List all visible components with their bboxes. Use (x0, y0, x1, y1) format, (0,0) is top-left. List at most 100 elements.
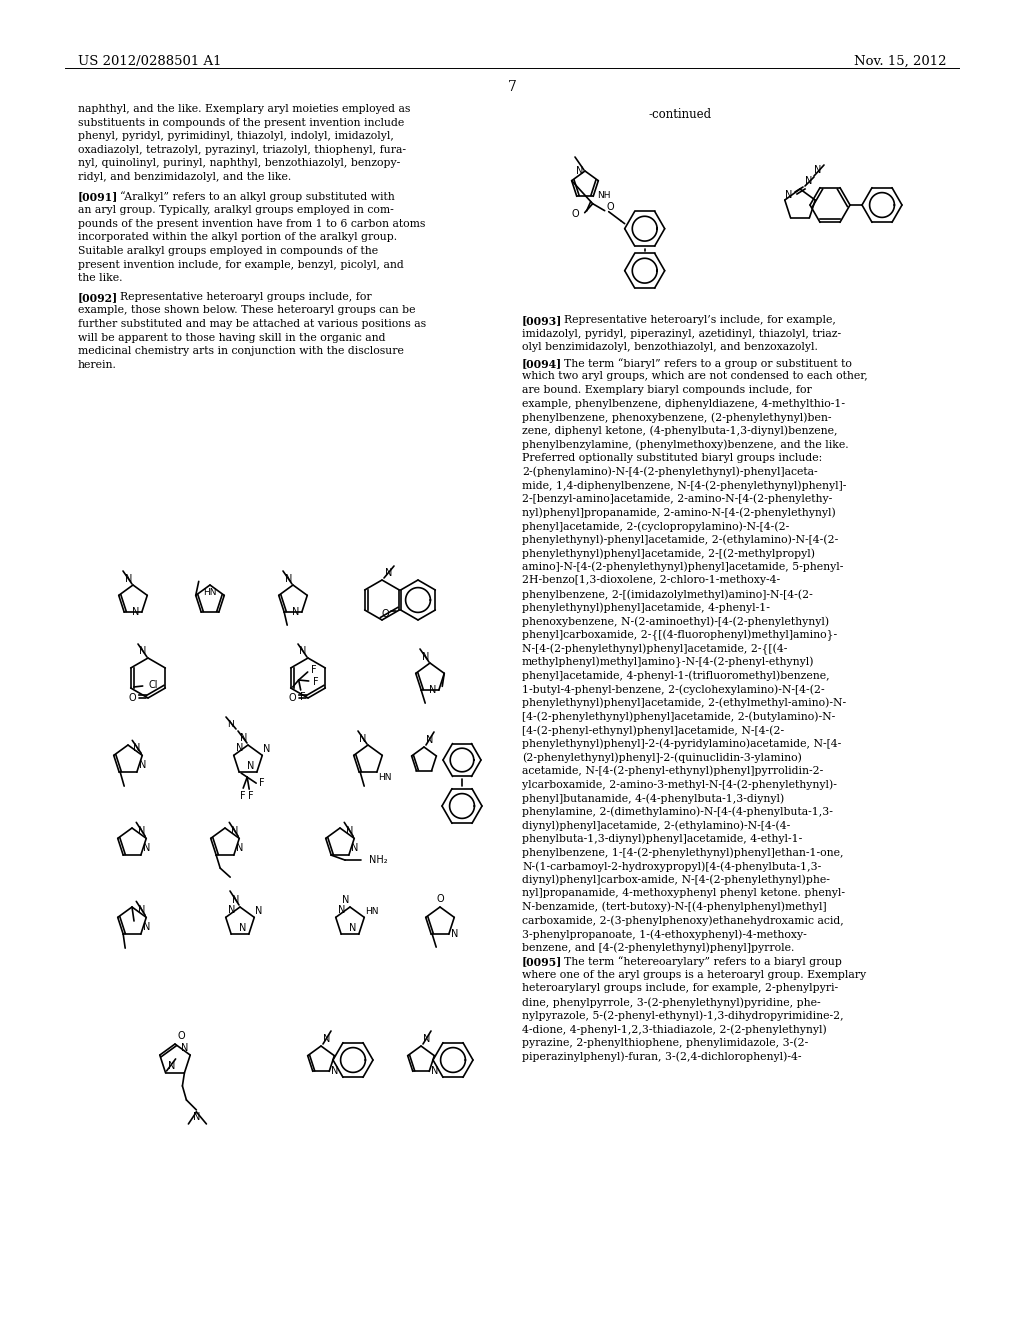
Text: F: F (300, 692, 305, 702)
Text: N: N (358, 734, 366, 744)
Text: N: N (236, 743, 243, 754)
Text: naphthyl, and the like. Exemplary aryl moieties employed as: naphthyl, and the like. Exemplary aryl m… (78, 104, 411, 114)
Text: the like.: the like. (78, 273, 123, 284)
Text: Preferred optionally substituted biaryl groups include:: Preferred optionally substituted biaryl … (522, 453, 822, 463)
Text: O: O (436, 894, 443, 904)
Text: -continued: -continued (648, 108, 712, 121)
Text: incorporated within the alkyl portion of the aralkyl group.: incorporated within the alkyl portion of… (78, 232, 397, 243)
Text: phenyl]butanamide, 4-(4-phenylbuta-1,3-diynyl): phenyl]butanamide, 4-(4-phenylbuta-1,3-d… (522, 793, 784, 804)
Text: N: N (349, 923, 356, 933)
Text: medicinal chemistry arts in conjunction with the disclosure: medicinal chemistry arts in conjunction … (78, 346, 403, 356)
Text: N: N (139, 760, 146, 770)
Text: N: N (263, 744, 270, 754)
Text: N: N (227, 906, 236, 915)
Text: O: O (128, 693, 136, 704)
Text: phenylbenzene, 2-[(imidazolylmethyl)amino]-N-[4-(2-: phenylbenzene, 2-[(imidazolylmethyl)amin… (522, 589, 813, 599)
Text: Cl: Cl (148, 680, 158, 690)
Text: are bound. Exemplary biaryl compounds include, for: are bound. Exemplary biaryl compounds in… (522, 385, 812, 395)
Text: N: N (125, 574, 132, 583)
Text: The term “hetereoarylary” refers to a biaryl group: The term “hetereoarylary” refers to a bi… (564, 956, 842, 968)
Text: The term “biaryl” refers to a group or substituent to: The term “biaryl” refers to a group or s… (564, 358, 852, 368)
Text: pyrazine, 2-phenylthiophene, phenylimidazole, 3-(2-: pyrazine, 2-phenylthiophene, phenylimida… (522, 1038, 808, 1048)
Text: benzene, and [4-(2-phenylethynyl)phenyl]pyrrole.: benzene, and [4-(2-phenylethynyl)phenyl]… (522, 942, 795, 953)
Text: N: N (385, 568, 392, 578)
Text: N: N (422, 652, 429, 663)
Text: which two aryl groups, which are not condensed to each other,: which two aryl groups, which are not con… (522, 371, 867, 381)
Text: carboxamide, 2-(3-phenylphenoxy)ethanehydroxamic acid,: carboxamide, 2-(3-phenylphenoxy)ethanehy… (522, 915, 844, 925)
Text: pounds of the present invention have from 1 to 6 carbon atoms: pounds of the present invention have fro… (78, 219, 425, 228)
Text: HN: HN (378, 774, 391, 783)
Text: phenylethynyl)phenyl]-2-(4-pyridylamino)acetamide, N-[4-: phenylethynyl)phenyl]-2-(4-pyridylamino)… (522, 739, 842, 750)
Text: dine, phenylpyrrole, 3-(2-phenylethynyl)pyridine, phe-: dine, phenylpyrrole, 3-(2-phenylethynyl)… (522, 997, 820, 1007)
Text: phenyl]acetamide, 2-(cyclopropylamino)-N-[4-(2-: phenyl]acetamide, 2-(cyclopropylamino)-N… (522, 521, 790, 532)
Text: where one of the aryl groups is a heteroaryl group. Exemplary: where one of the aryl groups is a hetero… (522, 970, 866, 979)
Text: phenylethynyl)-phenyl]acetamide, 2-(ethylamino)-N-[4-(2-: phenylethynyl)-phenyl]acetamide, 2-(ethy… (522, 535, 839, 545)
Text: N: N (331, 1067, 339, 1076)
Text: N: N (351, 843, 358, 853)
Text: will be apparent to those having skill in the organic and: will be apparent to those having skill i… (78, 333, 385, 343)
Text: N: N (142, 843, 151, 853)
Text: “Aralkyl” refers to an alkyl group substituted with: “Aralkyl” refers to an alkyl group subst… (120, 191, 394, 202)
Text: nyl, quinolinyl, purinyl, naphthyl, benzothiazolyl, benzopy-: nyl, quinolinyl, purinyl, naphthyl, benz… (78, 158, 400, 169)
Text: N: N (193, 1111, 200, 1122)
Text: phenylethynyl)phenyl]acetamide, 4-phenyl-1-: phenylethynyl)phenyl]acetamide, 4-phenyl… (522, 603, 770, 614)
Text: phenylethynyl)phenyl]acetamide, 2-[(2-methylpropyl): phenylethynyl)phenyl]acetamide, 2-[(2-me… (522, 548, 815, 558)
Text: N: N (138, 645, 146, 656)
Text: O: O (571, 209, 579, 219)
Text: HN: HN (366, 907, 379, 916)
Text: example, those shown below. These heteroaryl groups can be: example, those shown below. These hetero… (78, 305, 416, 315)
Text: acetamide, N-[4-(2-phenyl-ethynyl)phenyl]pyrrolidin-2-: acetamide, N-[4-(2-phenyl-ethynyl)phenyl… (522, 766, 823, 776)
Text: N-benzamide, (tert-butoxy)-N-[(4-phenylphenyl)methyl]: N-benzamide, (tert-butoxy)-N-[(4-phenylp… (522, 902, 826, 912)
Text: nylpyrazole, 5-(2-phenyl-ethynyl)-1,3-dihydropyrimidine-2,: nylpyrazole, 5-(2-phenyl-ethynyl)-1,3-di… (522, 1011, 844, 1022)
Text: [0094]: [0094] (522, 358, 562, 368)
Text: 2-[benzyl-amino]acetamide, 2-amino-N-[4-(2-phenylethy-: 2-[benzyl-amino]acetamide, 2-amino-N-[4-… (522, 494, 833, 504)
Text: N: N (248, 762, 255, 771)
Text: F: F (259, 777, 265, 788)
Text: phenyl]carboxamide, 2-{[(4-fluorophenyl)methyl]amino}-: phenyl]carboxamide, 2-{[(4-fluorophenyl)… (522, 630, 838, 642)
Text: N: N (784, 190, 792, 201)
Text: N-(1-carbamoyl-2-hydroxypropyl)[4-(4-phenylbuta-1,3-: N-(1-carbamoyl-2-hydroxypropyl)[4-(4-phe… (522, 861, 821, 871)
Text: 2-(phenylamino)-N-[4-(2-phenylethynyl)-phenyl]aceta-: 2-(phenylamino)-N-[4-(2-phenylethynyl)-p… (522, 466, 817, 477)
Text: F: F (312, 677, 318, 686)
Text: phenyl]acetamide, 4-phenyl-1-(trifluoromethyl)benzene,: phenyl]acetamide, 4-phenyl-1-(trifluorom… (522, 671, 829, 681)
Text: 3-phenylpropanoate, 1-(4-ethoxyphenyl)-4-methoxy-: 3-phenylpropanoate, 1-(4-ethoxyphenyl)-4… (522, 929, 807, 940)
Text: nyl]propanamide, 4-methoxyphenyl phenyl ketone. phenyl-: nyl]propanamide, 4-methoxyphenyl phenyl … (522, 888, 845, 898)
Text: N: N (240, 923, 247, 933)
Text: N: N (575, 166, 583, 176)
Text: N: N (285, 574, 292, 583)
Text: zene, diphenyl ketone, (4-phenylbuta-1,3-diynyl)benzene,: zene, diphenyl ketone, (4-phenylbuta-1,3… (522, 426, 838, 437)
Text: N: N (255, 907, 262, 916)
Text: N: N (236, 843, 243, 853)
Text: [0092]: [0092] (78, 292, 118, 302)
Text: N: N (451, 929, 458, 939)
Text: Representative heteroaryl groups include, for: Representative heteroaryl groups include… (120, 292, 372, 302)
Text: Suitable aralkyl groups employed in compounds of the: Suitable aralkyl groups employed in comp… (78, 246, 378, 256)
Text: oxadiazolyl, tetrazolyl, pyrazinyl, triazolyl, thiophenyl, fura-: oxadiazolyl, tetrazolyl, pyrazinyl, tria… (78, 145, 406, 154)
Text: F: F (249, 791, 254, 801)
Text: substituents in compounds of the present invention include: substituents in compounds of the present… (78, 117, 404, 128)
Text: HN: HN (203, 587, 217, 597)
Text: O: O (382, 609, 389, 619)
Text: N: N (133, 743, 140, 754)
Text: phenylethynyl)phenyl]acetamide, 2-(ethylmethyl-amino)-N-: phenylethynyl)phenyl]acetamide, 2-(ethyl… (522, 698, 846, 709)
Text: ridyl, and benzimidazolyl, and the like.: ridyl, and benzimidazolyl, and the like. (78, 172, 291, 182)
Text: diynyl)phenyl]carbox-amide, N-[4-(2-phenylethynyl)phe-: diynyl)phenyl]carbox-amide, N-[4-(2-phen… (522, 875, 829, 886)
Text: imidazolyl, pyridyl, piperazinyl, azetidinyl, thiazolyl, triaz-: imidazolyl, pyridyl, piperazinyl, azetid… (522, 329, 841, 339)
Text: N: N (142, 923, 151, 932)
Text: heteroarylaryl groups include, for example, 2-phenylpyri-: heteroarylaryl groups include, for examp… (522, 983, 838, 994)
Text: phenylbenzene, phenoxybenzene, (2-phenylethynyl)ben-: phenylbenzene, phenoxybenzene, (2-phenyl… (522, 412, 831, 422)
Text: Nov. 15, 2012: Nov. 15, 2012 (853, 55, 946, 69)
Text: phenylbenzene, 1-[4-(2-phenylethynyl)phenyl]ethan-1-one,: phenylbenzene, 1-[4-(2-phenylethynyl)phe… (522, 847, 844, 858)
Text: N: N (431, 1067, 438, 1076)
Text: 1-butyl-4-phenyl-benzene, 2-(cyclohexylamino)-N-[4-(2-: 1-butyl-4-phenyl-benzene, 2-(cyclohexyla… (522, 684, 824, 694)
Text: 2H-benzo[1,3-dioxolene, 2-chloro-1-methoxy-4-: 2H-benzo[1,3-dioxolene, 2-chloro-1-metho… (522, 576, 780, 585)
Text: N: N (429, 685, 437, 696)
Text: ylcarboxamide, 2-amino-3-methyl-N-[4-(2-phenylethynyl)-: ylcarboxamide, 2-amino-3-methyl-N-[4-(2-… (522, 779, 837, 789)
Text: [0091]: [0091] (78, 191, 119, 202)
Text: N: N (805, 176, 812, 186)
Text: N: N (230, 826, 239, 837)
Text: phenylbuta-1,3-diynyl)phenyl]acetamide, 4-ethyl-1-: phenylbuta-1,3-diynyl)phenyl]acetamide, … (522, 834, 802, 845)
Text: N: N (323, 1034, 331, 1044)
Text: 4-dione, 4-phenyl-1,2,3-thiadiazole, 2-(2-phenylethynyl): 4-dione, 4-phenyl-1,2,3-thiadiazole, 2-(… (522, 1024, 826, 1035)
Text: phenyl, pyridyl, pyrimidinyl, thiazolyl, indolyl, imidazolyl,: phenyl, pyridyl, pyrimidinyl, thiazolyl,… (78, 131, 394, 141)
